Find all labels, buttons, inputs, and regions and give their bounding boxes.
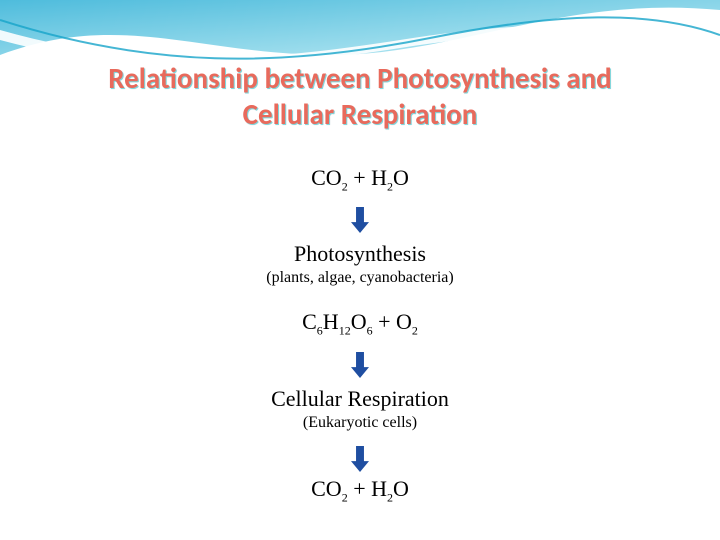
title-line-2: Cellular Respiration xyxy=(60,96,660,132)
slide-content: Relationship between Photosynthesis and … xyxy=(0,0,720,513)
process-flow: CO2 + H2O Photosynthesis (plants, algae, c… xyxy=(0,165,720,513)
down-arrow-icon xyxy=(351,352,369,378)
process-note: (plants, algae, cyanobacteria) xyxy=(266,269,453,287)
process-name: Photosynthesis xyxy=(266,241,453,267)
process-name: Cellular Respiration xyxy=(271,386,449,412)
process-block: Cellular Respiration (Eukaryotic cells) xyxy=(271,382,449,432)
formula: C6H12O6 + O2 xyxy=(302,309,418,338)
down-arrow-icon xyxy=(351,446,369,472)
title-line-1: Relationship between Photosynthesis and xyxy=(60,60,660,96)
formula: CO2 + H2O xyxy=(311,165,409,194)
process-block: Photosynthesis (plants, algae, cyanobacte… xyxy=(266,237,453,287)
process-note: (Eukaryotic cells) xyxy=(271,414,449,432)
formula: CO2 + H2O xyxy=(311,476,409,505)
slide-title: Relationship between Photosynthesis and … xyxy=(0,60,720,141)
down-arrow-icon xyxy=(351,207,369,233)
